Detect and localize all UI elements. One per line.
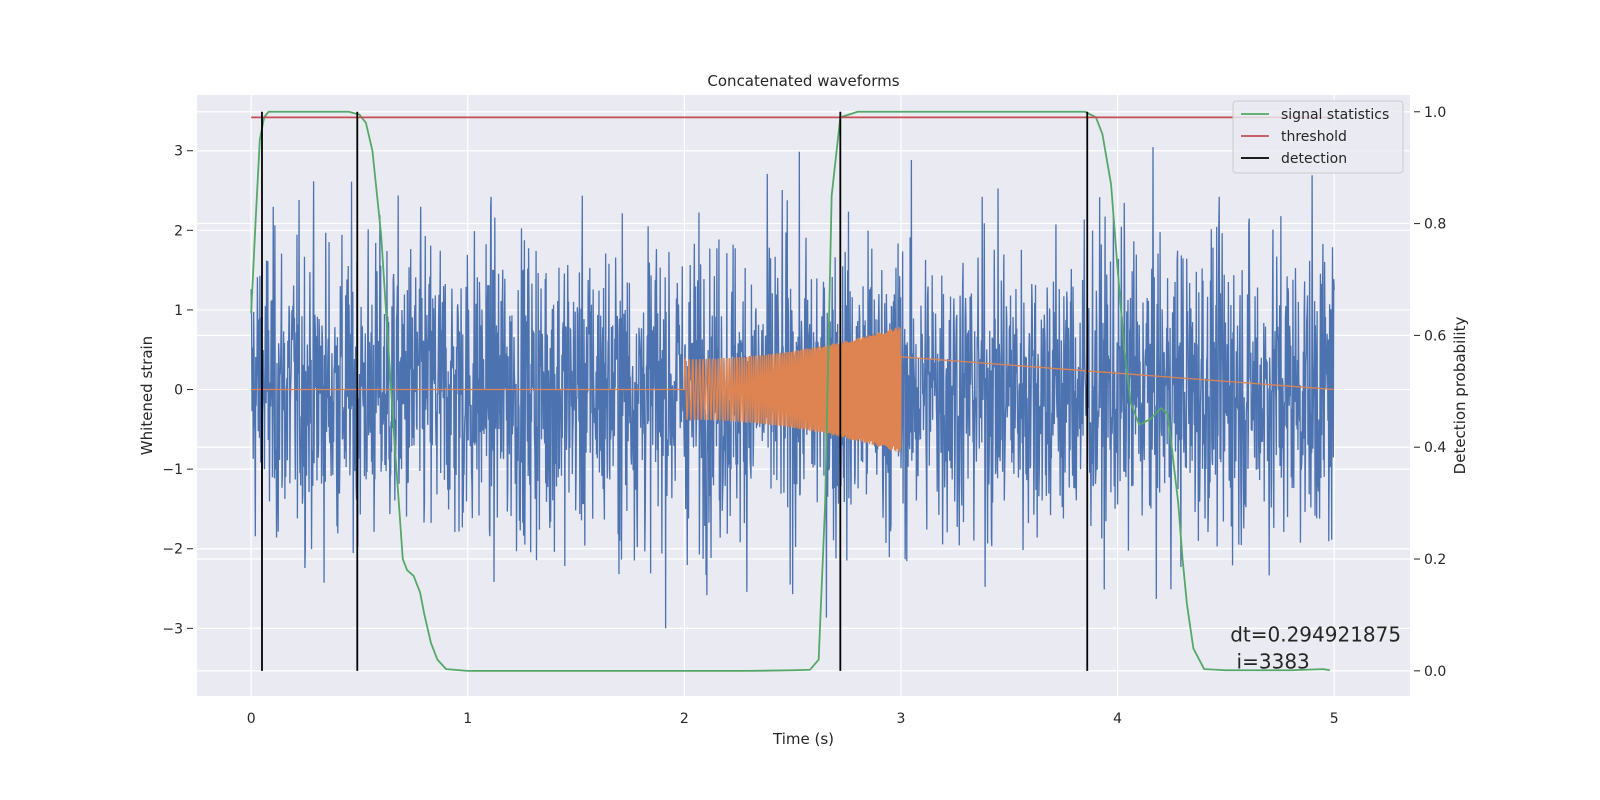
annotation-dt: dt=0.294921875 — [1230, 622, 1401, 646]
x-tick-label: 2 — [680, 711, 689, 727]
y2-tick-label: 0.4 — [1424, 440, 1446, 456]
signal-statistics-line — [250, 110, 1331, 672]
legend-frame — [1232, 100, 1404, 174]
y-tick-label: 0 — [174, 383, 183, 399]
x-tick-label: 3 — [897, 711, 906, 727]
chart-title: Concatenated waveforms — [707, 72, 899, 90]
y-tick-label: 3 — [174, 144, 183, 160]
annotation-index: i=3383 — [1230, 649, 1310, 673]
y2-tick-label: 1.0 — [1424, 105, 1446, 121]
y-tick-label: −2 — [162, 542, 183, 558]
annotation: dt=0.294921875 i=3383 — [1230, 622, 1401, 673]
y-tick-label: 1 — [174, 303, 183, 319]
y-tick-label: −3 — [162, 621, 183, 637]
y2-tick-label: 0.6 — [1424, 328, 1446, 344]
y-tick-label: 2 — [174, 223, 183, 239]
data-layer — [250, 110, 1335, 672]
legend-label: threshold — [1281, 129, 1347, 145]
y2-tick-label: 0.0 — [1424, 664, 1446, 680]
y-tick-label: −1 — [162, 462, 183, 478]
legend-label: signal statistics — [1281, 107, 1389, 123]
injected-signal-line — [251, 326, 1335, 453]
strain-noise-line — [250, 147, 1335, 629]
x-tick-label: 0 — [247, 711, 256, 727]
x-tick-label: 4 — [1113, 711, 1122, 727]
ticks: 0 1 2 3 4 5 −3 −2 −1 0 1 2 3 0.0 0.2 0.4 0.6 0.8 1.0 — [162, 105, 1446, 727]
y-axis-label: Whitened strain — [138, 336, 156, 455]
legend: signal statistics threshold detection — [1232, 100, 1404, 174]
x-tick-label: 5 — [1330, 711, 1339, 727]
y2-tick-label: 0.8 — [1424, 217, 1446, 233]
legend-label: detection — [1281, 151, 1347, 167]
x-tick-label: 1 — [463, 711, 472, 727]
y2-axis-label: Detection probability — [1451, 317, 1469, 475]
x-axis-label: Time (s) — [772, 730, 834, 748]
y2-tick-label: 0.2 — [1424, 552, 1446, 568]
